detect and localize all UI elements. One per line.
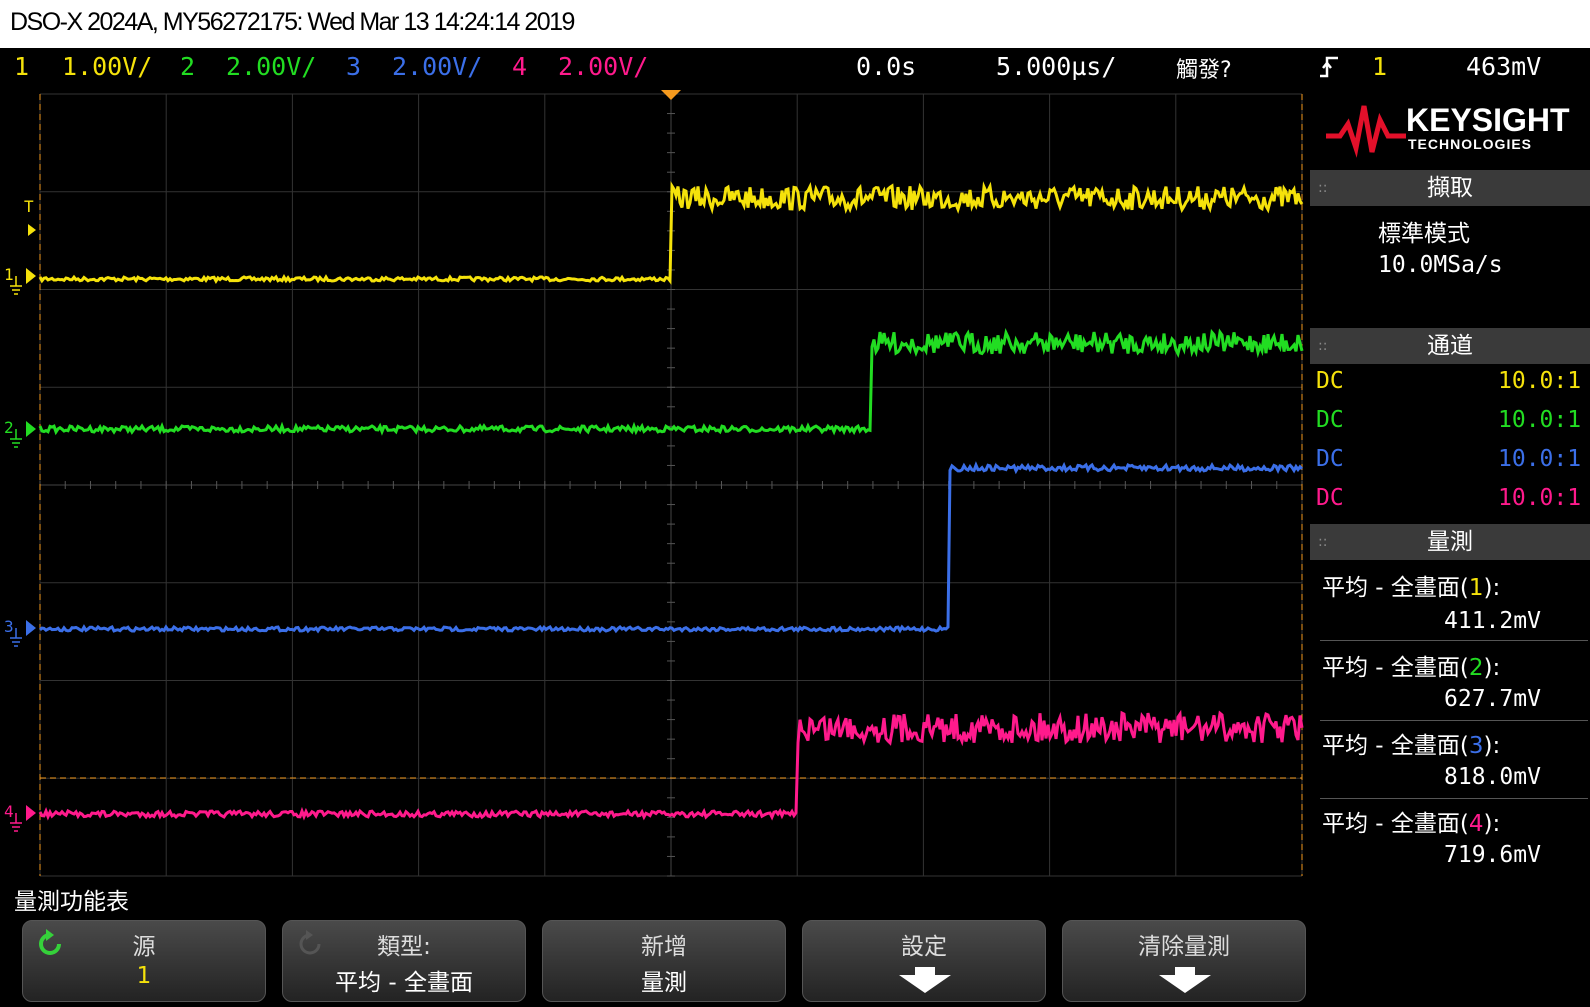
keysight-logo: KEYSIGHT TECHNOLOGIES bbox=[1308, 88, 1590, 166]
measurement-value: 719.6mV bbox=[1444, 842, 1541, 868]
grip-icon: :: bbox=[1318, 534, 1328, 550]
measure-header[interactable]: :: 量測 bbox=[1310, 524, 1590, 560]
trigger-level-marker: T bbox=[24, 197, 34, 216]
ch4-ground-marker: 4 bbox=[4, 802, 36, 832]
trigger-status: 觸發? bbox=[1176, 58, 1232, 83]
ch1-ground-marker: 1 bbox=[4, 265, 36, 295]
waveform-display[interactable]: 1 2 3 4 T bbox=[0, 88, 1310, 880]
ch1-probe: 10.0:1 bbox=[1498, 368, 1582, 394]
rising-edge-icon bbox=[1318, 54, 1340, 86]
channel-ground-label: 1 bbox=[4, 265, 14, 284]
ground-arrow-icon bbox=[26, 620, 36, 636]
channel-status-bar: 1 1.00V/ 2 2.00V/ 3 2.00V/ 4 2.00V/ 0.0s… bbox=[0, 48, 1590, 88]
ch3-ground-marker: 3 bbox=[4, 617, 36, 647]
ch2-number[interactable]: 2 bbox=[180, 52, 196, 81]
ch2-trace bbox=[38, 327, 1304, 436]
measure-header-label: 量測 bbox=[1427, 529, 1473, 555]
ground-symbol-icon bbox=[10, 813, 22, 832]
ch4-trace bbox=[38, 709, 1304, 821]
softkey-value: 1 bbox=[136, 963, 152, 989]
ch1-coupling: DC bbox=[1316, 368, 1344, 394]
divider bbox=[1320, 640, 1588, 641]
ch4-scale[interactable]: 2.00V/ bbox=[558, 52, 649, 81]
logo-sub: TECHNOLOGIES bbox=[1408, 136, 1533, 152]
ground-arrow-icon bbox=[26, 268, 36, 284]
keysight-wave-icon bbox=[1326, 105, 1406, 158]
trigger-position-icon bbox=[661, 90, 681, 100]
trigger-source[interactable]: 1 bbox=[1372, 52, 1388, 81]
channel-ground-label: 2 bbox=[4, 418, 14, 437]
acquire-mode: 標準模式 bbox=[1378, 221, 1470, 247]
info-side-panel: KEYSIGHT TECHNOLOGIES :: 擷取 標準模式 10.0MSa… bbox=[1308, 88, 1590, 880]
timebase[interactable]: 5.000µs/ bbox=[996, 52, 1117, 81]
measurement-label: 平均 - 全畫面(1): bbox=[1322, 575, 1501, 601]
softkey-value: 量測 bbox=[641, 970, 687, 996]
ground-symbol-icon bbox=[10, 429, 22, 448]
divider bbox=[1320, 798, 1588, 799]
softkey-label: 類型: bbox=[377, 934, 431, 960]
submenu-arrow-icon bbox=[899, 967, 951, 993]
softkey-value: 平均 - 全畫面 bbox=[335, 970, 473, 996]
add-measurement-softkey[interactable]: 新增 量測 bbox=[542, 920, 786, 1002]
measurement-label: 平均 - 全畫面(4): bbox=[1322, 811, 1501, 837]
window-title: DSO-X 2024A, MY56272175: Wed Mar 13 14:2… bbox=[10, 8, 575, 36]
ch4-number[interactable]: 4 bbox=[512, 52, 528, 81]
entry-knob-icon bbox=[299, 930, 321, 955]
title-bar: DSO-X 2024A, MY56272175: Wed Mar 13 14:2… bbox=[0, 0, 1590, 48]
time-offset[interactable]: 0.0s bbox=[856, 52, 917, 81]
softkey-label: 新增 bbox=[641, 934, 687, 960]
grip-icon: :: bbox=[1318, 180, 1328, 196]
ground-arrow-icon bbox=[26, 421, 36, 437]
ch3-scale[interactable]: 2.00V/ bbox=[392, 52, 483, 81]
measurement-value: 627.7mV bbox=[1444, 686, 1541, 712]
ch2-coupling: DC bbox=[1316, 407, 1344, 433]
channel-ground-label: 4 bbox=[4, 802, 14, 821]
ch2-probe: 10.0:1 bbox=[1498, 407, 1582, 433]
settings-softkey[interactable]: 設定 bbox=[802, 920, 1046, 1002]
source-softkey[interactable]: 源 1 bbox=[22, 920, 266, 1002]
trigger-level[interactable]: 463mV bbox=[1466, 52, 1542, 81]
measurement-value: 411.2mV bbox=[1444, 608, 1541, 634]
measurement-label: 平均 - 全畫面(2): bbox=[1322, 655, 1501, 681]
ch2-scale[interactable]: 2.00V/ bbox=[226, 52, 317, 81]
ch4-coupling: DC bbox=[1316, 485, 1344, 511]
type-softkey[interactable]: 類型: 平均 - 全畫面 bbox=[282, 920, 526, 1002]
softkey-label: 清除量測 bbox=[1138, 934, 1230, 960]
ch1-trace bbox=[38, 180, 1304, 285]
softkey-label: 源 bbox=[132, 934, 156, 960]
grip-icon: :: bbox=[1318, 338, 1328, 354]
menu-title: 量測功能表 bbox=[14, 889, 129, 915]
ch3-coupling: DC bbox=[1316, 446, 1344, 472]
ch3-trace bbox=[39, 461, 1304, 634]
acquire-header[interactable]: :: 擷取 bbox=[1310, 170, 1590, 206]
logo-brand: KEYSIGHT bbox=[1406, 102, 1570, 138]
divider bbox=[1320, 720, 1588, 721]
ground-symbol-icon bbox=[10, 276, 22, 295]
channel-header-label: 通道 bbox=[1427, 333, 1473, 359]
measurement-label: 平均 - 全畫面(3): bbox=[1322, 733, 1501, 759]
measurement-value: 818.0mV bbox=[1444, 764, 1541, 790]
channel-header[interactable]: :: 通道 bbox=[1310, 328, 1590, 364]
ch3-number[interactable]: 3 bbox=[346, 52, 362, 81]
ch3-probe: 10.0:1 bbox=[1498, 446, 1582, 472]
ground-arrow-icon bbox=[26, 805, 36, 821]
ground-symbol-icon bbox=[10, 628, 22, 647]
ch4-probe: 10.0:1 bbox=[1498, 485, 1582, 511]
waveform-graticule[interactable]: 1 2 3 4 T bbox=[0, 88, 1310, 880]
channel-ground-label: 3 bbox=[4, 617, 14, 636]
ch1-number[interactable]: 1 bbox=[14, 52, 30, 81]
submenu-arrow-icon bbox=[1159, 967, 1211, 993]
ch1-scale[interactable]: 1.00V/ bbox=[62, 52, 153, 81]
clear-measurements-softkey[interactable]: 清除量測 bbox=[1062, 920, 1306, 1002]
sample-rate: 10.0MSa/s bbox=[1378, 252, 1503, 278]
ch2-ground-marker: 2 bbox=[4, 418, 36, 448]
trigger-level-arrow-icon bbox=[28, 224, 36, 236]
softkey-label: 設定 bbox=[901, 934, 947, 960]
acquire-header-label: 擷取 bbox=[1427, 175, 1473, 201]
entry-knob-icon bbox=[39, 929, 61, 955]
